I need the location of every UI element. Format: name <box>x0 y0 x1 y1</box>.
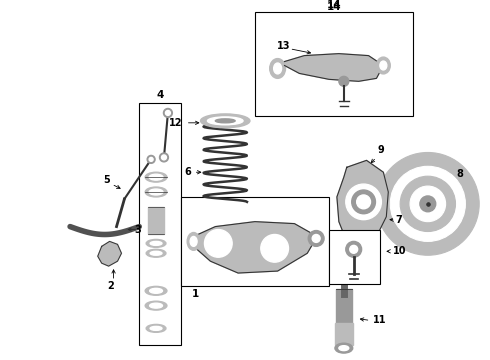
Ellipse shape <box>145 172 167 182</box>
Text: 14: 14 <box>327 2 341 12</box>
Ellipse shape <box>187 233 200 250</box>
Text: 6: 6 <box>184 167 191 177</box>
Ellipse shape <box>149 189 163 195</box>
Circle shape <box>346 242 362 257</box>
Circle shape <box>312 234 320 242</box>
Circle shape <box>346 184 381 220</box>
Circle shape <box>204 230 232 257</box>
Ellipse shape <box>149 288 163 293</box>
Ellipse shape <box>150 251 162 255</box>
Text: 2: 2 <box>107 281 114 291</box>
Circle shape <box>162 155 167 160</box>
Bar <box>329 230 380 284</box>
Ellipse shape <box>145 187 167 197</box>
Ellipse shape <box>150 327 162 330</box>
Ellipse shape <box>145 301 167 310</box>
Circle shape <box>160 153 169 162</box>
Text: 5: 5 <box>103 175 110 185</box>
Circle shape <box>350 246 358 253</box>
Bar <box>335 323 353 345</box>
Circle shape <box>308 230 324 246</box>
Bar <box>336 289 352 323</box>
Circle shape <box>376 153 479 255</box>
Bar <box>139 103 181 345</box>
Text: 1: 1 <box>192 289 199 299</box>
Ellipse shape <box>146 249 166 257</box>
Circle shape <box>410 186 445 222</box>
Ellipse shape <box>376 57 390 74</box>
Circle shape <box>400 176 456 231</box>
Text: 7: 7 <box>395 215 402 225</box>
Ellipse shape <box>149 303 163 308</box>
Text: 10: 10 <box>393 246 407 256</box>
Text: 11: 11 <box>372 315 386 325</box>
Ellipse shape <box>146 324 166 332</box>
Polygon shape <box>285 54 383 81</box>
Bar <box>148 207 164 234</box>
Ellipse shape <box>215 119 235 123</box>
Text: 3: 3 <box>134 225 141 235</box>
Ellipse shape <box>149 174 163 180</box>
Ellipse shape <box>207 117 243 125</box>
Ellipse shape <box>146 239 166 247</box>
Text: 8: 8 <box>456 169 463 179</box>
Circle shape <box>149 157 153 161</box>
Polygon shape <box>194 222 317 273</box>
Circle shape <box>339 76 349 86</box>
Ellipse shape <box>145 286 167 295</box>
Text: 13: 13 <box>277 41 290 51</box>
Ellipse shape <box>190 237 197 246</box>
Text: 9: 9 <box>377 145 384 156</box>
Circle shape <box>166 111 171 116</box>
Circle shape <box>352 190 375 214</box>
Text: 4: 4 <box>156 90 164 100</box>
Circle shape <box>390 166 466 242</box>
Polygon shape <box>98 242 122 266</box>
Ellipse shape <box>200 114 250 128</box>
Ellipse shape <box>380 61 387 70</box>
Circle shape <box>147 156 155 163</box>
Ellipse shape <box>339 346 349 351</box>
Text: 12: 12 <box>169 118 183 128</box>
Ellipse shape <box>335 343 353 353</box>
Circle shape <box>261 234 289 262</box>
Ellipse shape <box>273 63 282 74</box>
Text: 14: 14 <box>327 0 341 10</box>
Polygon shape <box>337 160 388 246</box>
Bar <box>255 12 413 116</box>
Ellipse shape <box>150 242 162 246</box>
Circle shape <box>164 108 172 117</box>
Circle shape <box>357 195 370 209</box>
Bar <box>181 197 329 286</box>
Circle shape <box>420 196 436 212</box>
Ellipse shape <box>270 59 286 78</box>
